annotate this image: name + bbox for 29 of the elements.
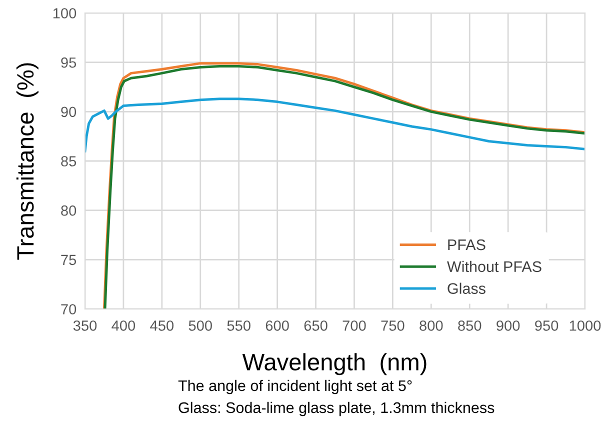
x-tick-label: 650: [304, 320, 328, 331]
legend-label: Glass: [448, 282, 486, 294]
y-axis-title: Transmittance (%): [16, 63, 38, 260]
text: The angle of incident light set at 5°: [178, 380, 412, 394]
y-tick-label: 80: [61, 205, 76, 216]
x-tick-label: 450: [150, 320, 174, 331]
x-tick-label: 800: [420, 320, 443, 331]
x-tick-label: 750: [381, 320, 404, 331]
x-tick-label: 550: [227, 320, 250, 331]
legend-label: Without PFAS: [447, 260, 542, 272]
x-tick-label: 900: [496, 320, 520, 331]
legend-label: PFAS: [448, 239, 486, 250]
x-tick-label: 600: [266, 320, 289, 331]
x-tick-label: 400: [112, 320, 136, 331]
y-tick-label: 85: [61, 156, 76, 166]
y-tick-label: 70: [61, 304, 76, 314]
x-tick-label: 950: [535, 320, 558, 331]
line-series: [85, 98, 585, 152]
y-tick-label: 100: [53, 8, 76, 18]
x-tick-label: 500: [188, 320, 212, 331]
x-tick-label: 700: [342, 320, 366, 331]
x-tick-label: 850: [458, 320, 482, 331]
x-tick-label: 1000: [570, 320, 601, 331]
y-tick-label: 90: [61, 106, 76, 118]
text: Glass: Soda-lime glass plate, 1.3mm thickness: [178, 402, 494, 416]
x-tick-label: 350: [73, 320, 97, 331]
x-axis-title: Wavelength (nm): [242, 353, 426, 376]
y-tick-label: 95: [61, 57, 76, 68]
y-tick-label: 75: [61, 254, 76, 266]
